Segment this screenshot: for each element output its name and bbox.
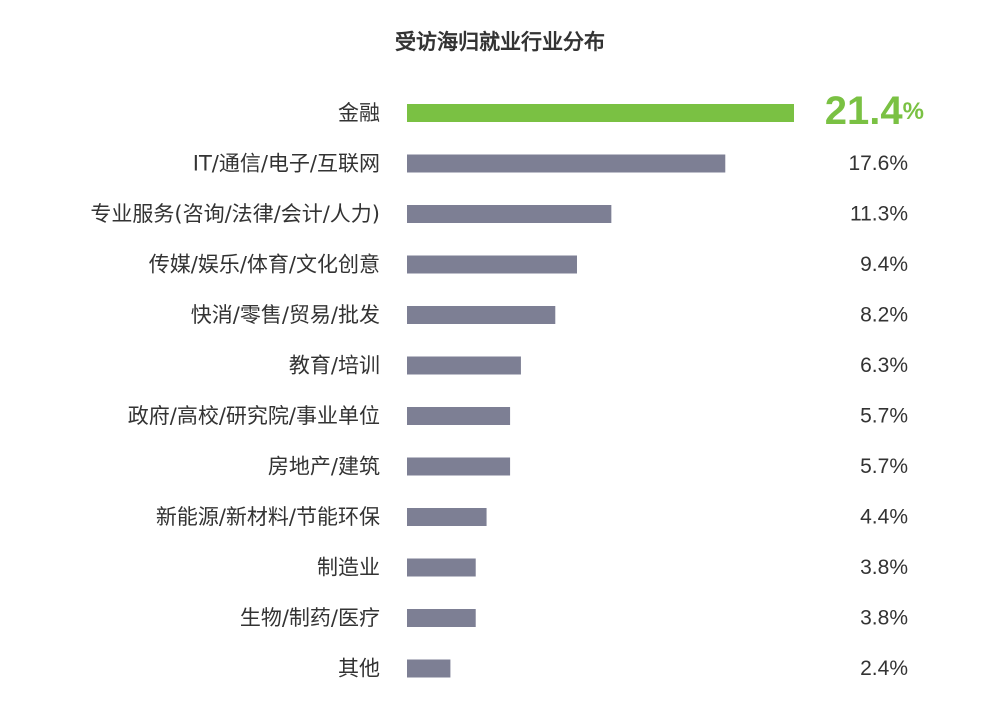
- value-label: 5.7%: [860, 405, 908, 428]
- category-label: IT/通信/电子/互联网: [193, 152, 380, 176]
- value-label: 3.8%: [860, 607, 908, 630]
- category-label: 其他: [338, 657, 380, 681]
- bar: [407, 154, 726, 173]
- bar: [407, 558, 476, 577]
- category-label: 金融: [338, 101, 380, 125]
- category-label: 生物/制药/医疗: [240, 606, 380, 630]
- category-label: 专业服务(咨询/法律/会计/人力): [90, 202, 380, 226]
- bar-highlight: [407, 104, 794, 122]
- bar: [407, 659, 451, 678]
- bar: [407, 356, 521, 375]
- category-label: 传媒/娱乐/体育/文化创意: [149, 253, 380, 277]
- value-label: 5.7%: [860, 455, 908, 478]
- category-label: 政府/高校/研究院/事业单位: [128, 404, 380, 428]
- bar: [407, 508, 487, 526]
- value-label: 11.3%: [850, 203, 908, 226]
- value-label: 4.4%: [860, 506, 908, 529]
- bar: [407, 609, 476, 627]
- bar: [407, 255, 577, 274]
- category-label: 教育/培训: [289, 354, 380, 378]
- bar: [407, 407, 511, 425]
- category-label: 房地产/建筑: [268, 455, 380, 479]
- category-label: 制造业: [317, 556, 380, 580]
- value-label: 2.4%: [860, 657, 908, 680]
- category-label: 快消/零售/贸易/批发: [191, 303, 380, 327]
- value-label: 17.6%: [848, 152, 908, 175]
- value-label: 8.2%: [860, 304, 908, 327]
- value-label: 6.3%: [860, 354, 908, 377]
- value-label: 9.4%: [860, 253, 908, 276]
- category-label: 新能源/新材料/节能环保: [156, 505, 380, 529]
- value-label-highlight: 21.4%: [825, 89, 924, 133]
- value-label: 3.8%: [860, 556, 908, 579]
- bar: [407, 306, 556, 324]
- bar: [407, 205, 612, 223]
- chart-title: 受访海归就业行业分布: [395, 30, 605, 54]
- bar: [407, 457, 511, 476]
